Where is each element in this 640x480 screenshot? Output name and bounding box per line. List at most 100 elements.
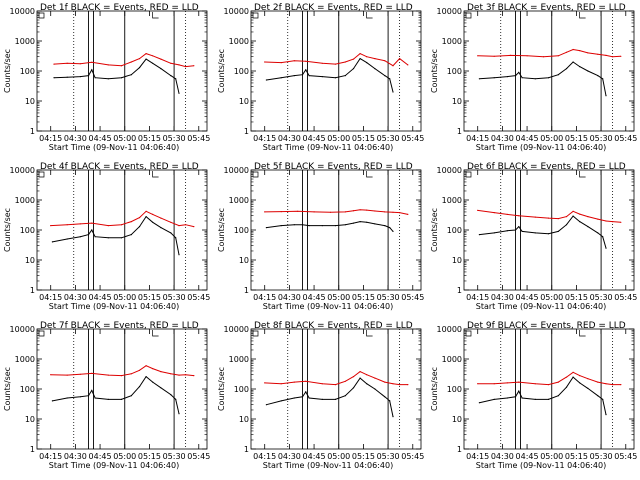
chart-title: Det 8f BLACK = Events, RED = LLD — [254, 321, 413, 331]
chart-title: Det 2f BLACK = Events, RED = LLD — [254, 3, 413, 13]
data-point — [506, 76, 508, 78]
data-point — [587, 216, 589, 218]
data-point — [145, 210, 147, 212]
data-point — [478, 234, 480, 236]
data-point — [280, 383, 282, 385]
data-point — [572, 210, 574, 212]
data-point — [344, 395, 346, 397]
data-point — [605, 383, 607, 385]
data-point — [138, 67, 141, 69]
data-point — [352, 387, 355, 389]
data-point — [477, 383, 479, 385]
data-point — [66, 76, 68, 78]
events-series-line — [52, 375, 180, 414]
data-point — [366, 209, 368, 211]
corner-glyph — [366, 330, 373, 337]
data-point — [478, 402, 480, 404]
y-tick-label: 10000 — [437, 325, 462, 334]
data-point — [107, 64, 109, 66]
data-point — [293, 224, 295, 226]
x-tick-label: 05:30 — [377, 293, 400, 302]
data-point — [506, 230, 508, 232]
data-point — [301, 74, 304, 76]
detector-panel: Det 6f BLACK = Events, RED = LLD 1 10 100 10… — [430, 162, 637, 311]
y-tick-label: 1000 — [442, 37, 462, 46]
y-tick-label: 1000 — [15, 196, 35, 205]
chart-title: Det 1f BLACK = Events, RED = LLD — [40, 3, 199, 13]
x-tick-label: 05:30 — [163, 452, 186, 461]
data-point — [145, 58, 147, 60]
data-point — [579, 66, 581, 68]
x-tick-label: 05:15 — [352, 293, 375, 302]
x-tick-label: 05:30 — [377, 452, 400, 461]
data-point — [152, 381, 154, 383]
data-point — [91, 229, 93, 231]
data-point — [91, 61, 93, 63]
data-point — [170, 232, 172, 234]
data-point — [305, 380, 307, 382]
data-point — [91, 69, 93, 71]
data-point — [407, 213, 409, 215]
detector-panel: Det 4f BLACK = Events, RED = LLD 1 10 100 10… — [3, 162, 210, 311]
plot-frame — [36, 169, 208, 291]
x-tick-label: 04:45 — [89, 293, 112, 302]
corner-glyph — [252, 12, 259, 19]
data-point — [130, 395, 132, 397]
x-tick-label: 05:45 — [614, 293, 637, 302]
lld-series-line — [477, 209, 621, 223]
corner-glyph — [152, 171, 159, 178]
y-tick-label: 1 — [244, 286, 249, 295]
data-point — [308, 75, 310, 77]
data-point — [130, 74, 132, 76]
y-tick-label: 10000 — [10, 7, 35, 16]
data-point — [152, 213, 154, 215]
detector-panel: Det 8f BLACK = Events, RED = LLD 1 10 100 10… — [217, 321, 424, 470]
data-point — [579, 50, 581, 52]
data-point — [138, 226, 141, 228]
data-point — [264, 61, 266, 63]
data-point — [612, 56, 614, 58]
x-tick-label: 05:00 — [540, 452, 563, 461]
data-point — [297, 210, 299, 212]
data-point — [597, 53, 599, 55]
x-tick-label: 04:30 — [491, 293, 514, 302]
data-point — [107, 78, 109, 80]
data-point — [605, 247, 607, 249]
y-tick-label: 100 — [20, 67, 35, 76]
data-point — [493, 77, 495, 79]
y-tick-label: 10 — [452, 415, 462, 424]
chart-title: Det 7f BLACK = Events, RED = LLD — [40, 321, 199, 331]
x-tick-label: 04:45 — [89, 452, 112, 461]
data-point — [602, 78, 604, 80]
x-axis-label: Start Time (09-Nov-11 04:06:40) — [263, 143, 393, 152]
data-point — [579, 213, 581, 215]
data-point — [130, 373, 132, 375]
data-point — [572, 376, 574, 378]
x-tick-label: 04:15 — [466, 134, 489, 143]
data-point — [557, 395, 559, 397]
data-point — [193, 375, 195, 377]
lld-series-line — [477, 371, 621, 386]
data-point — [389, 78, 391, 80]
x-tick-label: 04:30 — [278, 293, 301, 302]
data-point — [280, 225, 282, 227]
data-point — [66, 224, 68, 226]
data-point — [193, 226, 195, 228]
y-tick-label: 10000 — [224, 325, 249, 334]
data-point — [145, 376, 147, 378]
y-axis-label: Counts/sec — [430, 367, 439, 411]
y-tick-label: 10 — [239, 256, 249, 265]
corner-glyph — [579, 330, 586, 337]
data-point — [50, 374, 52, 376]
events-series-line — [266, 57, 394, 93]
data-point — [334, 77, 337, 79]
data-point — [145, 216, 147, 218]
y-axis-label: Counts/sec — [430, 208, 439, 252]
y-tick-label: 100 — [234, 385, 249, 394]
x-tick-label: 04:30 — [491, 134, 514, 143]
data-point — [120, 398, 123, 400]
data-point — [66, 397, 68, 399]
data-point — [91, 389, 93, 391]
data-point — [79, 63, 81, 65]
